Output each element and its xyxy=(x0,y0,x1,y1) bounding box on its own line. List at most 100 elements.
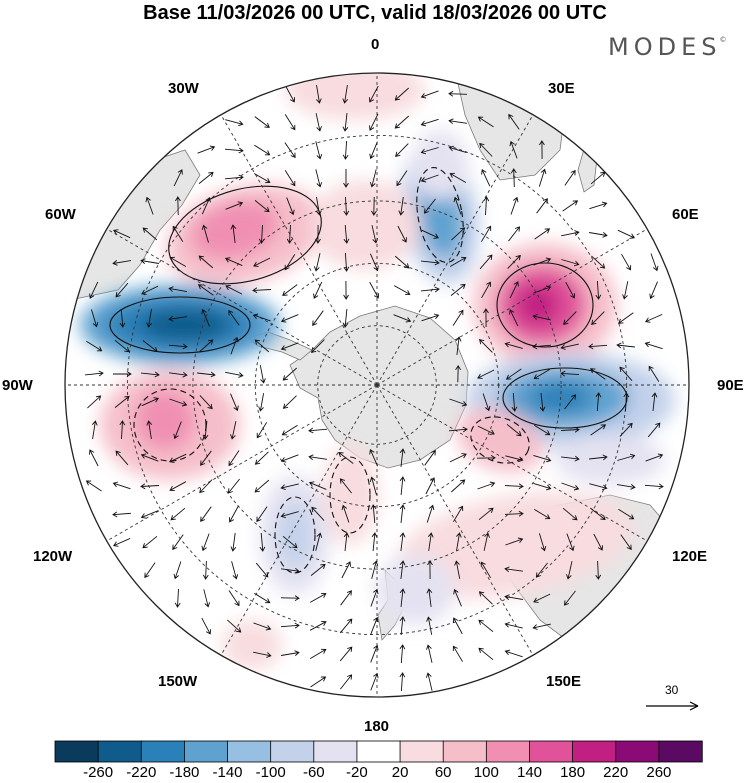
wind-arrow xyxy=(254,479,270,493)
contour-line xyxy=(133,388,207,462)
wind-arrow xyxy=(311,506,325,521)
wind-arrow xyxy=(421,229,439,239)
wind-arrow xyxy=(112,260,131,266)
wind-arrow xyxy=(172,225,184,242)
wind-arrow xyxy=(315,113,322,132)
wind-arrow xyxy=(644,483,664,490)
lon-label-180: 180 xyxy=(364,718,390,735)
lon-label-90e: 90E xyxy=(717,377,744,394)
wind-arrow xyxy=(398,197,405,216)
wind-arrow xyxy=(450,283,466,296)
wind-arrow xyxy=(201,617,212,635)
wind-arrow xyxy=(198,171,214,184)
wind-arrow xyxy=(309,620,327,631)
meridian-line xyxy=(376,228,648,386)
colorbar-swatch xyxy=(97,740,142,763)
colorbar-swatch xyxy=(140,740,186,763)
wind-arrow xyxy=(315,532,323,551)
wind-arrow xyxy=(399,560,406,579)
wind-arrow xyxy=(420,147,439,155)
wind-arrow xyxy=(483,196,490,216)
wind-arrow xyxy=(394,115,410,129)
wind-arrow xyxy=(230,393,239,412)
contour-line xyxy=(416,167,464,263)
contour-line xyxy=(329,456,371,534)
wind-arrow xyxy=(230,224,237,243)
wind-arrow xyxy=(225,371,244,378)
wind-arrow xyxy=(254,116,270,128)
wind-arrow xyxy=(228,505,239,523)
colorbar-swatch xyxy=(227,740,272,763)
wind-arrow xyxy=(504,483,524,490)
wind-arrow xyxy=(259,365,266,384)
wind-arrow xyxy=(112,511,132,518)
wind-arrow xyxy=(504,649,523,658)
wind-arrow xyxy=(281,424,298,436)
wind-arrow xyxy=(563,311,577,326)
wind-arrow xyxy=(284,114,296,131)
wind-arrow xyxy=(228,590,240,607)
wind-arrow xyxy=(284,170,296,187)
wind-arrow xyxy=(589,454,608,461)
wind-arrow xyxy=(505,537,524,546)
wind-arrow xyxy=(84,370,104,377)
contour-line xyxy=(109,296,251,354)
wind-arrow xyxy=(312,310,324,326)
wind-arrow xyxy=(533,454,552,463)
wind-arrow xyxy=(369,141,378,160)
wind-arrow xyxy=(536,198,548,214)
meridian-line xyxy=(376,384,648,542)
wind-arrow xyxy=(255,562,269,578)
wind-arrow xyxy=(146,309,153,328)
wind-arrow xyxy=(343,280,349,300)
wind-arrow xyxy=(201,533,210,552)
wind-arrow xyxy=(310,676,327,688)
wind-arrow xyxy=(113,537,131,547)
blob-pos-amundsen xyxy=(100,370,240,480)
wind-arrow xyxy=(315,224,321,244)
wind-arrow xyxy=(590,368,606,380)
lat-lon-grid xyxy=(65,73,689,697)
wind-arrow xyxy=(453,196,462,215)
wind-arrow xyxy=(226,619,242,633)
wind-arrow xyxy=(393,314,412,323)
colorbar-swatch xyxy=(442,740,488,763)
lon-label-60e: 60E xyxy=(672,206,699,223)
wind-arrow xyxy=(397,225,407,243)
contour-line xyxy=(274,496,316,574)
wind-arrow xyxy=(343,196,350,216)
wind-arrow xyxy=(141,285,159,295)
wind-arrow xyxy=(533,369,551,380)
wind-arrow xyxy=(252,313,271,322)
wind-arrow xyxy=(399,504,406,523)
wind-arrow xyxy=(280,454,299,463)
wind-arrow xyxy=(506,423,522,437)
lon-label-30e: 30E xyxy=(548,80,575,97)
wind-arrow xyxy=(371,196,377,216)
wind-arrow xyxy=(254,451,269,465)
wind-arrow xyxy=(281,650,300,656)
wind-arrow xyxy=(534,228,551,240)
blob-pos-southatlantic xyxy=(166,184,324,286)
wind-arrow xyxy=(449,398,468,407)
colorbar-swatch xyxy=(658,740,703,763)
wind-arrow xyxy=(533,257,552,266)
wind-arrow xyxy=(114,395,130,408)
wind-arrow xyxy=(342,140,349,160)
meridian-line xyxy=(220,384,378,656)
wind-arrow xyxy=(476,455,496,461)
wind-arrow xyxy=(316,197,322,216)
wind-arrow xyxy=(511,392,518,412)
wind-arrow xyxy=(256,506,268,523)
wind-arrow xyxy=(399,448,406,467)
wind-arrow xyxy=(197,371,216,378)
wind-arrow xyxy=(561,230,580,237)
wind-arrow xyxy=(339,646,353,662)
wind-arrow xyxy=(427,532,434,551)
wind-arrow xyxy=(258,224,265,244)
wind-arrow xyxy=(341,561,351,579)
wind-arrow xyxy=(254,144,271,156)
wind-arrow xyxy=(254,339,270,353)
wind-arrow xyxy=(282,395,297,409)
wind-arrow xyxy=(455,364,461,383)
